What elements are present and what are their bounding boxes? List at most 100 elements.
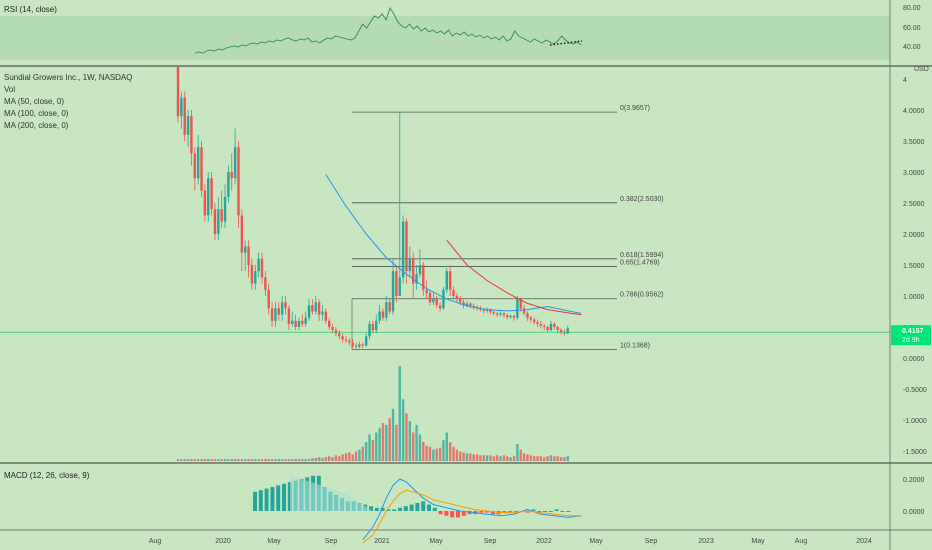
macd-histogram-bar — [421, 501, 426, 511]
macd-title[interactable]: MACD (12, 26, close, 9) — [4, 471, 90, 480]
candle-body — [244, 246, 247, 253]
candle-body — [264, 277, 267, 290]
price-tick: -1.5000 — [903, 449, 927, 456]
volume-bar — [314, 458, 317, 461]
candle-body — [492, 312, 496, 314]
volume-bar — [264, 459, 267, 461]
rsi-tick-60: 60.00 — [903, 25, 921, 32]
volume-bar — [398, 366, 401, 461]
volume-bar — [190, 459, 193, 461]
volume-bar — [459, 451, 462, 461]
candle-body — [338, 333, 341, 337]
volume-bar — [341, 454, 344, 461]
candle-body — [254, 271, 257, 284]
candle-body — [311, 305, 314, 312]
candle-body — [405, 221, 408, 272]
candle-body — [227, 172, 230, 197]
candle-body — [415, 274, 418, 284]
volume-bar — [425, 445, 428, 461]
volume-bar — [388, 418, 391, 461]
legend-ma100[interactable]: MA (100, close, 0) — [4, 109, 69, 118]
candle-body — [207, 178, 210, 216]
candle-body — [516, 299, 519, 318]
candle-body — [307, 305, 311, 318]
candle-body — [388, 302, 391, 312]
candle-body — [193, 153, 196, 179]
candle-body — [341, 336, 344, 340]
volume-bar — [529, 455, 532, 461]
price-tick: -1.0000 — [903, 418, 927, 425]
volume-bar — [401, 399, 405, 461]
candle-body — [465, 303, 469, 306]
volume-bar — [435, 448, 438, 461]
volume-bar — [522, 453, 526, 461]
volume-bar — [385, 424, 388, 461]
candle-body — [485, 309, 489, 311]
candle-body — [294, 320, 297, 327]
volume-bar — [496, 455, 499, 461]
candle-body — [267, 289, 270, 309]
macd-histogram-bar — [508, 511, 513, 513]
candle-body — [559, 330, 563, 332]
candle-body — [230, 172, 233, 179]
volume-bar — [233, 459, 237, 461]
volume-bar — [482, 455, 485, 461]
volume-bar — [227, 459, 230, 461]
ma-line-blue — [325, 174, 582, 314]
price-badge — [891, 325, 931, 346]
time-axis-label: Sep — [484, 538, 497, 545]
price-tick: 3.0000 — [903, 170, 925, 177]
candle-body — [422, 265, 425, 290]
legend-symbol[interactable]: Sundial Growers Inc., 1W, NASDAQ — [4, 73, 133, 82]
volume-bar — [432, 449, 435, 461]
macd-histogram-bar — [409, 504, 414, 511]
candle-body — [304, 317, 307, 324]
candle-body — [412, 258, 415, 284]
candle-body — [378, 311, 381, 321]
candle-body — [274, 308, 277, 321]
volume-bar — [331, 457, 334, 461]
time-axis-label: 2021 — [374, 538, 390, 545]
candle-body — [385, 302, 388, 318]
volume-bar — [526, 454, 529, 461]
candle-body — [472, 305, 475, 308]
volume-bar — [512, 456, 516, 461]
macd-histogram-bar — [392, 509, 397, 511]
volume-bar — [324, 457, 328, 461]
volume-bar — [442, 440, 445, 461]
ma-line-red — [446, 239, 582, 316]
macd-histogram-bar — [374, 507, 379, 511]
legend-ma200[interactable]: MA (200, close, 0) — [4, 121, 69, 130]
volume-bar — [301, 459, 304, 461]
candle-body — [459, 299, 462, 303]
macd-histogram-bar — [548, 511, 553, 512]
volume-bar — [412, 432, 415, 461]
time-axis-label: Sep — [325, 538, 338, 545]
legend-ma50[interactable]: MA (50, close, 0) — [4, 97, 64, 106]
candle-body — [364, 336, 368, 346]
volume-bar — [200, 459, 203, 461]
volume-bar — [445, 432, 448, 461]
macd-histogram-bar — [566, 511, 571, 512]
volume-bar — [489, 455, 492, 461]
candle-body — [217, 209, 220, 234]
volume-bar — [536, 456, 539, 461]
candle-body — [354, 345, 358, 347]
legend-vol[interactable]: Vol — [4, 85, 15, 94]
fib-level-label: 0.618(1.5994) — [620, 252, 664, 259]
macd-histogram-bar — [403, 506, 408, 511]
volume-bar — [348, 452, 351, 461]
volume-bar — [395, 424, 398, 461]
time-axis[interactable]: Aug 2020 May Sep 2021 May Sep 2022 May Sep 2023 May… — [149, 538, 872, 545]
candle-body — [210, 178, 213, 210]
volume-bar — [546, 456, 549, 461]
macd-shaded-area — [290, 476, 372, 511]
macd-histogram-bar — [253, 491, 257, 511]
volume-bar — [176, 459, 180, 461]
rsi-title[interactable]: RSI (14, close) — [4, 5, 57, 14]
volume-bar — [499, 456, 502, 461]
volume-bar — [237, 459, 240, 461]
volume-bar — [539, 456, 543, 461]
time-axis-label: 2024 — [856, 538, 872, 545]
